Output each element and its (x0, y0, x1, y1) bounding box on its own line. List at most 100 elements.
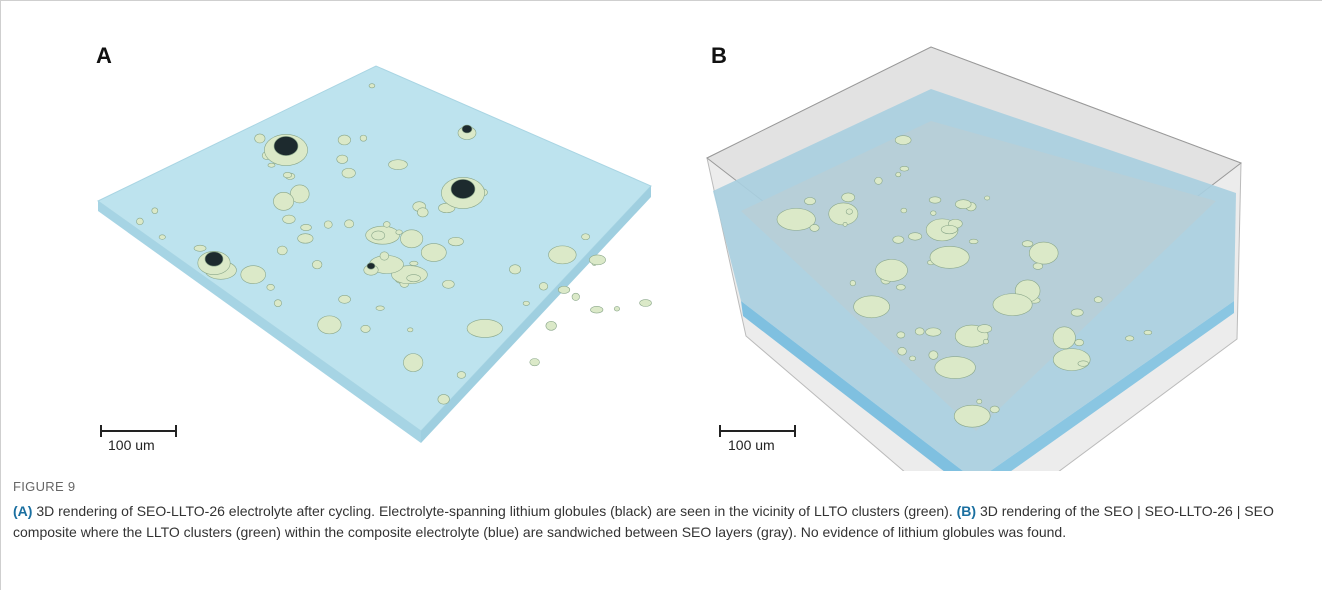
blob (1078, 361, 1089, 366)
blob (546, 321, 557, 330)
blob (1022, 241, 1033, 247)
blob (380, 252, 389, 260)
blob (539, 283, 548, 291)
blob (1071, 309, 1083, 316)
blob (843, 222, 847, 226)
blob (909, 356, 915, 361)
blob (255, 134, 265, 143)
panel-b-image (707, 47, 1241, 471)
blob (915, 328, 924, 335)
blob (451, 179, 475, 198)
blob (448, 237, 463, 246)
blob (523, 301, 529, 305)
caption-label: (A) (13, 503, 32, 519)
scale-bars (101, 425, 795, 437)
blob (1075, 339, 1084, 345)
blob (205, 252, 223, 266)
figure: A B 100 um 100 um FIGURE 9 (A) 3D render… (0, 0, 1322, 590)
blob (929, 197, 941, 203)
blob (389, 160, 408, 170)
blob (372, 231, 385, 240)
figure-label: FIGURE 9 (13, 479, 75, 494)
blob (850, 280, 855, 285)
blob (896, 172, 901, 176)
blob (194, 245, 206, 251)
blob (955, 200, 971, 209)
caption-label: (B) (957, 503, 976, 519)
blob (929, 351, 938, 360)
blob (893, 236, 904, 243)
panel-a-image (98, 66, 652, 443)
blob (298, 234, 313, 244)
blob (900, 166, 909, 171)
blob (908, 233, 921, 240)
blob (854, 296, 890, 318)
blob (360, 135, 367, 141)
blob (582, 234, 590, 240)
blob (1125, 336, 1133, 341)
blob (457, 372, 465, 379)
blob (1033, 263, 1043, 269)
blob (312, 260, 322, 268)
blob (640, 300, 652, 307)
blob (342, 168, 355, 178)
blob (549, 246, 577, 264)
blob (1094, 297, 1102, 303)
blob (421, 244, 446, 262)
blob (572, 293, 580, 300)
blob (443, 280, 455, 288)
blob (1053, 349, 1090, 371)
blob (339, 295, 351, 303)
blob (241, 266, 266, 284)
blob (930, 246, 969, 268)
blob (993, 294, 1032, 316)
blob (361, 325, 370, 332)
blob (438, 394, 450, 404)
blob (137, 218, 144, 225)
blob (338, 135, 350, 145)
blob (407, 328, 412, 332)
blob (462, 125, 472, 133)
blob (369, 84, 375, 88)
blob (983, 339, 988, 344)
blob (941, 225, 957, 234)
blob (1144, 330, 1152, 334)
blob (324, 221, 332, 228)
blob (898, 347, 907, 355)
figure-images (1, 1, 1321, 471)
blob (777, 208, 815, 230)
blob (876, 259, 908, 281)
blob (901, 208, 907, 213)
blob (842, 193, 855, 202)
blob (301, 224, 312, 230)
caption-text: 3D rendering of SEO-LLTO-26 electrolyte … (36, 503, 952, 519)
blob (509, 265, 520, 274)
blob (403, 354, 422, 372)
blob (345, 220, 354, 228)
blob (990, 406, 999, 413)
blob (283, 172, 291, 177)
blob (810, 224, 819, 231)
blob (152, 208, 158, 214)
blob (895, 136, 911, 145)
blob (273, 192, 293, 210)
blob (558, 286, 570, 293)
blob (400, 230, 422, 248)
scale-bar-label: 100 um (108, 437, 155, 453)
blob (396, 230, 403, 235)
blob (410, 261, 418, 265)
blob (804, 197, 815, 204)
blob (376, 306, 384, 310)
blob (1029, 242, 1058, 264)
caption: (A) 3D rendering of SEO-LLTO-26 electrol… (13, 501, 1308, 542)
blob (268, 163, 275, 167)
blob (896, 285, 905, 291)
blob (897, 332, 905, 338)
blob (590, 306, 602, 313)
blob (875, 177, 883, 184)
blob (274, 136, 298, 155)
blob (985, 196, 990, 200)
blob (846, 209, 852, 214)
blob (274, 300, 281, 307)
blob (159, 235, 165, 240)
